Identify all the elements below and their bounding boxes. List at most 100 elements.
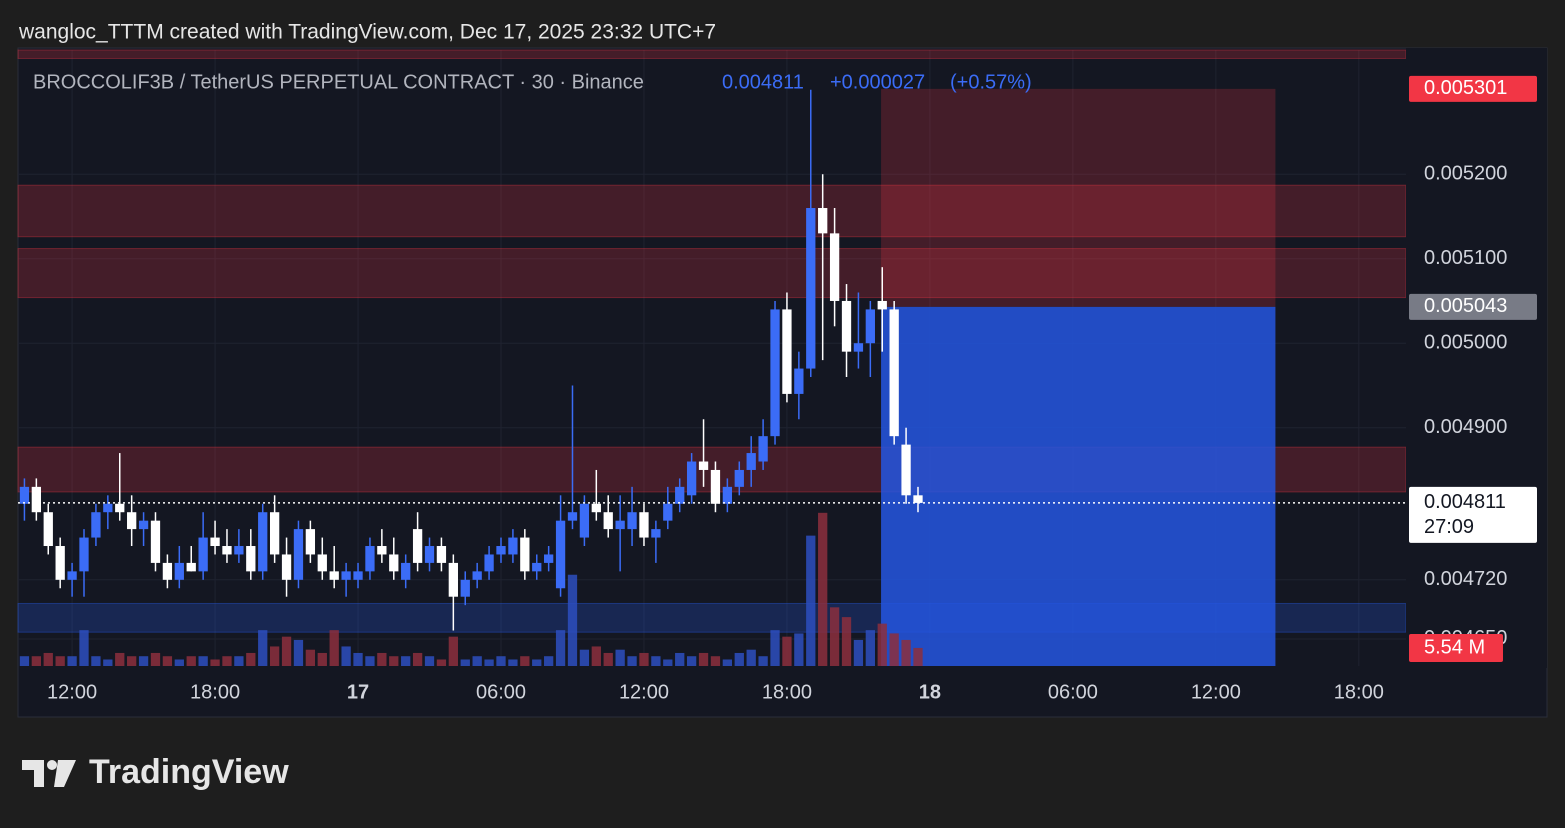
candle-body xyxy=(615,520,625,530)
volume-bar xyxy=(353,652,363,666)
candle-body xyxy=(246,546,256,572)
candle-body xyxy=(853,343,864,352)
volume-bar xyxy=(591,646,601,666)
volume-bar xyxy=(293,639,304,666)
candle-body xyxy=(55,546,65,580)
candle-body xyxy=(281,554,292,580)
volume-bar xyxy=(115,652,125,666)
volume-bar xyxy=(841,617,852,666)
x-tick-label: 18 xyxy=(919,681,941,703)
x-tick-label: 18:00 xyxy=(762,681,812,703)
candle-body xyxy=(67,571,77,580)
candle-body xyxy=(722,486,733,504)
volume-bar xyxy=(401,656,411,666)
x-tick-label: 12:00 xyxy=(619,681,669,703)
candle-body xyxy=(532,562,542,572)
position-stop-area xyxy=(881,88,1276,307)
candle-body xyxy=(710,469,721,504)
volume-label-box xyxy=(1409,634,1503,662)
candle-body xyxy=(162,562,173,580)
volume-bar xyxy=(651,656,661,666)
candle-body xyxy=(353,571,363,580)
volume-bar xyxy=(222,656,232,666)
candle-body xyxy=(782,309,792,394)
x-tick-label: 06:00 xyxy=(1048,681,1098,703)
candle-body xyxy=(103,503,113,513)
candle-body xyxy=(305,529,316,555)
volume-bar xyxy=(472,656,482,666)
candle-body xyxy=(770,309,780,437)
candle-body xyxy=(198,537,208,572)
candle-body xyxy=(841,300,852,352)
stop-label-box xyxy=(1409,75,1537,102)
candle-body xyxy=(472,571,482,580)
candle-body xyxy=(341,571,351,580)
volume-bar xyxy=(603,652,613,666)
candle-body xyxy=(127,512,137,530)
candle-body xyxy=(269,512,280,555)
candle-body xyxy=(639,512,649,538)
candle-body xyxy=(329,571,339,580)
volume-bar xyxy=(31,656,41,666)
volume-bar xyxy=(544,656,554,666)
y-tick-label: 0.005100 xyxy=(1424,247,1507,269)
candle-body xyxy=(520,537,530,572)
volume-bar xyxy=(19,656,30,666)
countdown: 27:09 xyxy=(1424,516,1474,538)
volume-bar xyxy=(567,574,578,666)
volume-bar xyxy=(258,630,268,666)
volume-bar xyxy=(198,656,208,666)
volume-bar xyxy=(234,656,244,666)
volume-bar xyxy=(794,633,804,666)
x-tick-label: 18:00 xyxy=(190,681,240,703)
volume-bar xyxy=(436,659,447,666)
candle-body xyxy=(150,520,161,563)
volume-bar xyxy=(341,646,351,666)
y-tick-label: 0.005200 xyxy=(1424,162,1507,184)
volume-bar xyxy=(913,647,923,666)
y-tick-label: 0.005000 xyxy=(1424,331,1507,353)
candle-body xyxy=(758,436,768,462)
volume-bar xyxy=(150,652,161,666)
volume-bar xyxy=(675,652,685,666)
candle-body xyxy=(555,520,566,589)
candle-body xyxy=(579,503,590,538)
candle-body xyxy=(829,233,840,301)
volume-label: 5.54 M xyxy=(1424,636,1485,658)
x-tick-label: 06:00 xyxy=(476,681,526,703)
candle-body xyxy=(31,486,41,513)
symbol-header: BROCCOLIF3B / TetherUS PERPETUAL CONTRAC… xyxy=(33,71,1032,93)
logo-text: TradingView xyxy=(89,753,289,791)
candle-body xyxy=(901,444,911,496)
zone xyxy=(17,248,1407,299)
position-target-area xyxy=(881,306,1276,666)
volume-bar xyxy=(103,659,113,666)
entry-label-box xyxy=(1409,293,1537,320)
x-tick-label: 18:00 xyxy=(1334,681,1384,703)
volume-bar xyxy=(746,649,756,666)
volume-bar xyxy=(329,630,339,666)
volume-bar xyxy=(770,630,780,666)
candle-body xyxy=(222,546,232,555)
candle-body xyxy=(365,546,375,572)
candle-body xyxy=(424,546,435,563)
logo: TradingView xyxy=(22,753,289,791)
volume-bar xyxy=(734,652,744,666)
candle-body xyxy=(603,512,613,530)
volume-bar xyxy=(377,652,387,666)
candle-body xyxy=(401,562,411,580)
candle-body xyxy=(234,546,244,555)
volume-bar xyxy=(91,656,101,666)
candle-body xyxy=(138,520,149,530)
volume-bar xyxy=(210,659,220,666)
candle-body xyxy=(889,309,899,437)
y-tick-label: 0.004720 xyxy=(1424,568,1507,590)
last-price-label: 0.004811 xyxy=(1424,491,1506,513)
volume-bar xyxy=(448,636,458,666)
candle-body xyxy=(79,537,89,572)
volume-bar xyxy=(186,656,196,666)
volume-bar xyxy=(686,656,697,666)
candle-body xyxy=(43,512,53,547)
candle-body xyxy=(186,562,196,572)
volume-bar xyxy=(698,652,709,666)
